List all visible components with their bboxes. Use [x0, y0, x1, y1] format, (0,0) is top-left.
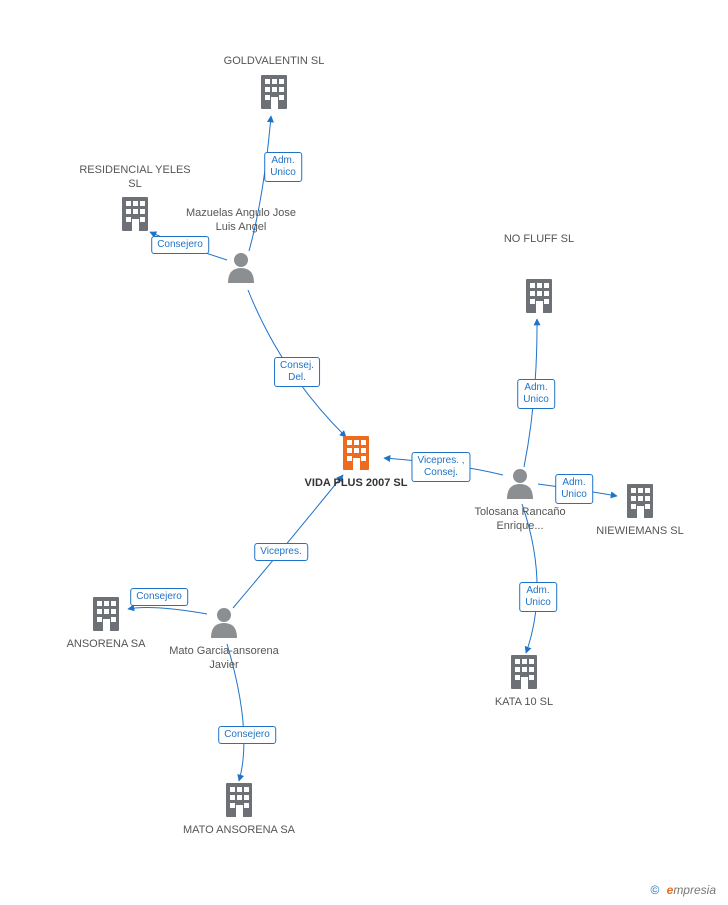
edge	[128, 608, 207, 614]
building-icon	[343, 436, 369, 470]
edge-label: Consejero	[218, 726, 276, 744]
person-icon	[228, 253, 254, 283]
edge-label: Consejero	[130, 588, 188, 606]
building-icon	[93, 597, 119, 631]
building-icon	[261, 75, 287, 109]
node-label: RESIDENCIAL YELES SL	[75, 164, 195, 192]
person-icon	[507, 469, 533, 499]
edge-label: Adm. Unico	[264, 152, 302, 182]
node-label: NIEWIEMANS SL	[580, 525, 700, 539]
node-label: NO FLUFF SL	[479, 233, 599, 247]
node-label: GOLDVALENTIN SL	[214, 55, 334, 69]
edge-label: Adm. Unico	[517, 379, 555, 409]
node-label: Mazuelas Angulo Jose Luis Angel	[181, 207, 301, 235]
watermark: © empresia	[650, 883, 716, 897]
brand-name: empresia	[667, 883, 716, 897]
node-label: ANSORENA SA	[46, 638, 166, 652]
edge-label: Consej. Del.	[274, 357, 320, 387]
node-label: VIDA PLUS 2007 SL	[296, 477, 416, 491]
edge	[233, 475, 343, 608]
diagram-canvas	[0, 0, 728, 905]
node-label: Mato Garcia-ansorena Javier	[164, 645, 284, 673]
node-label: Tolosana Rancaño Enrique...	[460, 506, 580, 534]
node-label: MATO ANSORENA SA	[179, 824, 299, 838]
edge-label: Consejero	[151, 236, 209, 254]
edge-label: Vicepres.	[254, 543, 308, 561]
copyright-symbol: ©	[650, 883, 659, 897]
building-icon	[226, 783, 252, 817]
edge-label: Adm. Unico	[519, 582, 557, 612]
building-icon	[627, 484, 653, 518]
node-label: KATA 10 SL	[464, 696, 584, 710]
building-icon	[122, 197, 148, 231]
edge-label: Vicepres. , Consej.	[411, 452, 470, 482]
building-icon	[526, 279, 552, 313]
edge-label: Adm. Unico	[555, 474, 593, 504]
person-icon	[211, 608, 237, 638]
building-icon	[511, 655, 537, 689]
